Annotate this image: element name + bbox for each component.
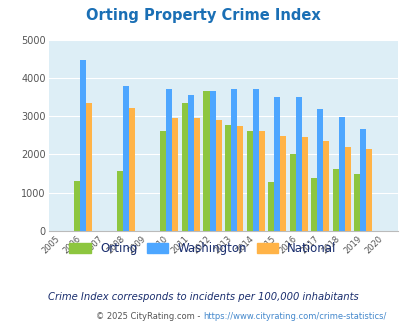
- Bar: [332, 169, 338, 231]
- Bar: [301, 137, 307, 231]
- Bar: [160, 131, 166, 231]
- Bar: [117, 171, 123, 231]
- Bar: [172, 118, 178, 231]
- Text: https://www.cityrating.com/crime-statistics/: https://www.cityrating.com/crime-statist…: [202, 312, 386, 321]
- Bar: [289, 154, 295, 231]
- Bar: [86, 103, 92, 231]
- Bar: [267, 182, 273, 231]
- Bar: [224, 125, 230, 231]
- Bar: [322, 141, 328, 231]
- Legend: Orting, Washington, National: Orting, Washington, National: [64, 237, 341, 260]
- Bar: [80, 59, 86, 231]
- Bar: [279, 136, 286, 231]
- Bar: [129, 108, 135, 231]
- Bar: [295, 97, 301, 231]
- Bar: [252, 89, 258, 231]
- Bar: [74, 181, 80, 231]
- Bar: [258, 131, 264, 231]
- Bar: [338, 116, 344, 231]
- Bar: [181, 103, 188, 231]
- Bar: [365, 149, 371, 231]
- Bar: [237, 126, 243, 231]
- Bar: [246, 131, 252, 231]
- Bar: [311, 178, 316, 231]
- Bar: [215, 120, 221, 231]
- Bar: [354, 174, 360, 231]
- Bar: [360, 129, 365, 231]
- Bar: [188, 95, 194, 231]
- Text: Orting Property Crime Index: Orting Property Crime Index: [85, 8, 320, 23]
- Bar: [203, 91, 209, 231]
- Bar: [209, 91, 215, 231]
- Bar: [273, 97, 279, 231]
- Bar: [194, 118, 200, 231]
- Bar: [344, 147, 350, 231]
- Bar: [166, 89, 172, 231]
- Bar: [230, 89, 237, 231]
- Text: © 2025 CityRating.com -: © 2025 CityRating.com -: [96, 312, 202, 321]
- Bar: [123, 86, 129, 231]
- Text: Crime Index corresponds to incidents per 100,000 inhabitants: Crime Index corresponds to incidents per…: [47, 292, 358, 302]
- Bar: [316, 109, 322, 231]
